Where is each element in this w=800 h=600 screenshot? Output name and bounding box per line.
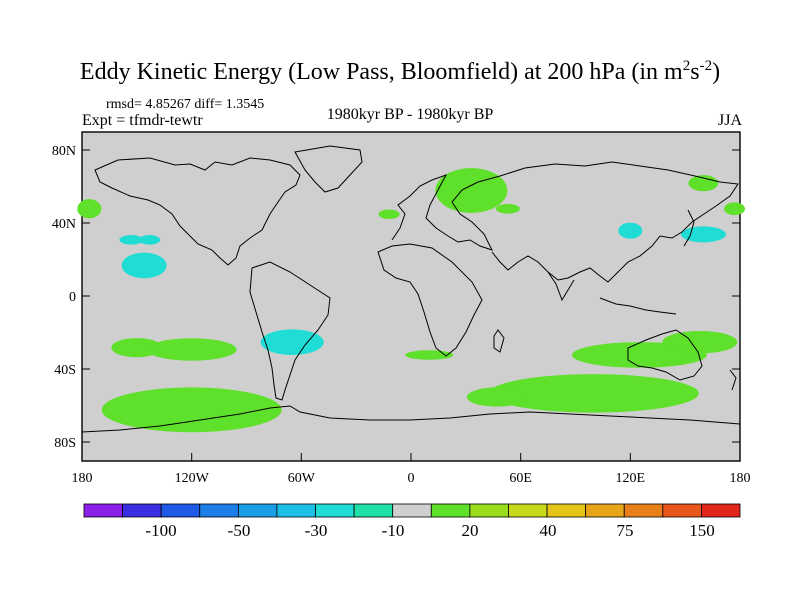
- colorbar-segment: [623, 503, 664, 518]
- colorbar-label: 150: [689, 521, 715, 540]
- lon-tick-label: 120W: [175, 471, 210, 486]
- positive-anomaly-south-pacific-storm-track: [101, 387, 282, 433]
- positive-anomaly-north-atlantic: [378, 209, 400, 220]
- colorbar-segment: [546, 503, 587, 518]
- negative-anomaly-hawaii-west: [119, 235, 144, 245]
- lon-labels: 180 120W 60W 0 60E 120E 180: [72, 471, 751, 486]
- positive-anomaly-south-atlantic: [405, 350, 454, 360]
- lon-tick-label: 120E: [616, 471, 646, 486]
- colorbar-label: -30: [305, 521, 328, 540]
- coast-new-zealand: [729, 369, 737, 391]
- colorbar-label: -10: [382, 521, 405, 540]
- colorbar-segment: [508, 503, 548, 518]
- stats-label: rmsd= 4.85267 diff= 1.3545: [106, 97, 265, 112]
- negative-anomaly-hawaii-east: [139, 235, 161, 245]
- colorbar-label: 40: [540, 521, 557, 540]
- experiment-label: Expt = tfmdr-tewtr: [82, 112, 203, 129]
- colorbar-segment: [353, 503, 394, 518]
- coast-greenland: [294, 145, 363, 193]
- colorbar-segment: [160, 503, 201, 518]
- colorbar-segment: [122, 503, 162, 518]
- coast-australia: [627, 329, 703, 381]
- anomaly-layer: [77, 168, 746, 433]
- coastlines: [81, 145, 741, 433]
- colorbar-segment: [83, 503, 123, 518]
- period-label: 1980kyr BP - 1980kyr BP: [326, 106, 494, 123]
- positive-anomaly-south-indian-small: [466, 387, 527, 407]
- colorbar-segment: [701, 503, 741, 518]
- negative-anomaly-japan-east: [680, 226, 726, 243]
- colorbar-label: -50: [228, 521, 251, 540]
- coast-japan: [683, 209, 695, 247]
- coast-antarctica: [81, 405, 741, 433]
- colorbar-label: 75: [617, 521, 634, 540]
- colorbar-label: 20: [462, 521, 479, 540]
- coast-south-america: [249, 261, 331, 401]
- lon-tick-label: 180: [730, 471, 751, 486]
- negative-anomaly-south-america: [260, 329, 324, 355]
- lon-tick-label: 60W: [288, 471, 316, 486]
- colorbar-segment: [392, 503, 432, 518]
- positive-anomaly-siberia: [495, 203, 520, 214]
- lat-tick-label: 80N: [52, 144, 76, 159]
- positive-anomaly-bering: [688, 175, 719, 192]
- lon-tick-label: 180: [72, 471, 93, 486]
- coast-europe: [391, 174, 493, 251]
- positive-anomaly-south-pacific-central: [146, 338, 237, 361]
- coast-africa: [377, 243, 483, 357]
- lon-tick-label: 60E: [509, 471, 532, 486]
- lat-tick-label: 40S: [54, 363, 76, 378]
- colorbar: [83, 503, 741, 518]
- colorbar-segment: [585, 503, 625, 518]
- season-label: JJA: [717, 112, 742, 129]
- positive-anomaly-tasman: [662, 330, 738, 354]
- positive-anomaly-kamchatka: [724, 202, 746, 216]
- chart-title: Eddy Kinetic Energy (Low Pass, Bloomfiel…: [79, 58, 721, 85]
- coast-north-america: [94, 157, 301, 266]
- positive-anomaly-southern-indian-ocean: [488, 374, 699, 413]
- negative-anomaly-subtropical-pacific: [121, 252, 167, 279]
- lat-tick-label: 80S: [54, 436, 76, 451]
- colorbar-label: -100: [145, 521, 176, 540]
- colorbar-segment: [199, 503, 239, 518]
- coast-asia: [477, 161, 739, 283]
- lat-tick-label: 40N: [52, 217, 76, 232]
- colorbar-segment: [276, 503, 316, 518]
- coast-india: [547, 271, 575, 302]
- lon-tick-label: 0: [408, 471, 415, 486]
- colorbar-labels: -100 -50 -30 -10 20 40 75 150: [145, 521, 714, 540]
- coast-indonesia: [599, 297, 677, 315]
- colorbar-segment: [469, 503, 509, 518]
- colorbar-segment: [315, 503, 355, 518]
- coast-madagascar: [493, 329, 505, 353]
- colorbar-segment: [237, 503, 278, 518]
- colorbar-segment: [430, 503, 471, 518]
- axis-ticks: [81, 149, 741, 461]
- colorbar-segment: [662, 503, 702, 518]
- negative-anomaly-yellow-sea: [618, 222, 643, 239]
- lat-tick-label: 0: [69, 290, 76, 305]
- positive-anomaly-nw-pacific-edge: [77, 199, 102, 219]
- lat-labels: 80N 40N 0 40S 80S: [52, 144, 76, 451]
